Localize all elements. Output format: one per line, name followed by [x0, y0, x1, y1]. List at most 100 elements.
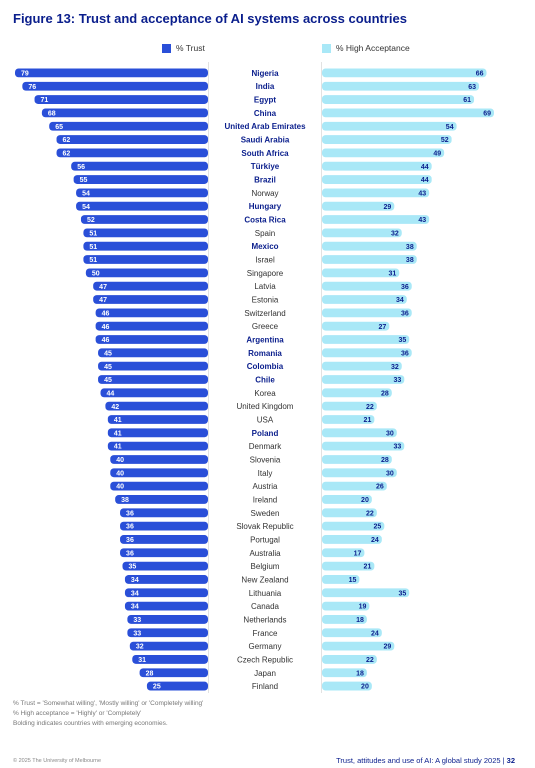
acceptance-bar	[322, 308, 412, 318]
acceptance-bar	[322, 588, 410, 598]
note-trust-definition: % Trust = 'Somewhat willing', 'Mostly wi…	[13, 700, 204, 707]
country-label: Greece	[252, 322, 279, 331]
trust-bar	[127, 615, 208, 624]
trust-value-label: 51	[89, 257, 97, 264]
country-label: India	[256, 82, 275, 91]
acceptance-value-label: 31	[388, 270, 396, 277]
acceptance-value-label: 28	[381, 390, 389, 397]
legend-acceptance: % High Acceptance	[322, 43, 410, 53]
trust-bar	[100, 388, 208, 398]
trust-bar	[120, 535, 208, 544]
country-label: Germany	[249, 642, 282, 651]
country-label: Lithuania	[249, 589, 282, 598]
acceptance-bar	[322, 535, 382, 544]
trust-bar	[98, 348, 208, 358]
trust-value-label: 41	[114, 430, 122, 437]
report-title: Trust, attitudes and use of AI: A global…	[336, 756, 507, 765]
legend-trust: % Trust	[162, 43, 205, 53]
country-label: Japan	[254, 669, 276, 678]
country-label: Saudi Arabia	[241, 136, 290, 145]
trust-value-label: 38	[121, 497, 129, 504]
trust-bar	[139, 668, 208, 678]
country-label: Singapore	[247, 269, 284, 278]
trust-value-label: 45	[104, 377, 112, 384]
trust-value-label: 35	[128, 564, 136, 571]
trust-value-label: 45	[104, 350, 112, 357]
acceptance-value-label: 22	[366, 510, 374, 517]
acceptance-bar	[322, 561, 375, 571]
trust-bar	[95, 335, 208, 344]
trust-value-label: 62	[63, 150, 71, 157]
acceptance-bar	[322, 495, 372, 504]
trust-bar	[85, 268, 208, 278]
trust-bar	[80, 215, 208, 224]
trust-value-label: 40	[116, 470, 124, 477]
trust-value-label: 52	[87, 217, 95, 224]
trust-bar	[83, 255, 208, 264]
acceptance-bar	[322, 455, 392, 464]
trust-value-label: 36	[126, 510, 134, 517]
country-label: Denmark	[249, 442, 282, 451]
acceptance-bar	[322, 335, 410, 344]
acceptance-bar	[322, 228, 402, 238]
country-label: Egypt	[254, 96, 277, 105]
trust-bar	[124, 601, 208, 611]
acceptance-value-label: 38	[406, 257, 414, 264]
trust-bar	[115, 495, 208, 504]
acceptance-bar	[322, 681, 372, 691]
trust-value-label: 32	[136, 644, 144, 651]
acceptance-bar	[322, 215, 430, 224]
acceptance-bar	[322, 95, 475, 104]
acceptance-value-label: 21	[364, 564, 372, 571]
country-label: Brazil	[254, 176, 276, 185]
chart-area: 79 66 Nigeria 76 63 India 71 61 Egypt 68 69 China 65…	[15, 62, 494, 693]
acceptance-bar	[322, 281, 412, 291]
acceptance-bar	[322, 321, 390, 331]
acceptance-bar	[322, 135, 452, 144]
trust-value-label: 33	[133, 617, 141, 624]
acceptance-value-label: 29	[383, 644, 391, 651]
trust-value-label: 28	[146, 670, 154, 677]
trust-value-label: 44	[107, 390, 115, 397]
country-label: Netherlands	[243, 615, 286, 624]
country-label: Sweden	[251, 509, 280, 518]
trust-value-label: 46	[102, 337, 110, 344]
acceptance-bar	[322, 81, 480, 91]
acceptance-value-label: 32	[391, 230, 399, 237]
trust-bar	[93, 281, 208, 291]
acceptance-bar	[322, 428, 397, 438]
trust-bar	[83, 241, 208, 251]
acceptance-value-label: 22	[366, 404, 374, 411]
country-label: Romania	[248, 349, 282, 358]
trust-value-label: 51	[89, 230, 97, 237]
trust-bar	[120, 548, 208, 558]
country-label: Korea	[254, 389, 276, 398]
trust-bar	[73, 175, 209, 184]
acceptance-value-label: 30	[386, 430, 394, 437]
trust-bar	[107, 428, 208, 438]
trust-bar	[146, 681, 208, 691]
acceptance-value-label: 44	[421, 177, 429, 184]
acceptance-value-label: 49	[433, 150, 441, 157]
acceptance-value-label: 61	[463, 97, 471, 104]
country-label: Estonia	[252, 296, 279, 305]
trust-bar	[132, 655, 208, 664]
trust-bar	[71, 161, 208, 171]
country-label: Nigeria	[251, 69, 279, 78]
acceptance-value-label: 66	[476, 71, 484, 78]
acceptance-bar	[322, 615, 367, 624]
acceptance-value-label: 33	[393, 377, 401, 384]
trust-value-label: 34	[131, 590, 139, 597]
acceptance-value-label: 17	[354, 550, 362, 557]
trust-bar	[56, 148, 208, 158]
trust-bar	[22, 81, 208, 91]
country-label: Australia	[249, 549, 281, 558]
acceptance-value-label: 20	[361, 684, 369, 691]
trust-value-label: 51	[89, 244, 97, 251]
country-label: Argentina	[246, 336, 284, 345]
trust-bar	[15, 68, 208, 78]
trust-bar	[98, 375, 208, 384]
acceptance-value-label: 43	[418, 217, 426, 224]
acceptance-value-label: 18	[356, 670, 364, 677]
country-label: South Africa	[241, 149, 289, 158]
